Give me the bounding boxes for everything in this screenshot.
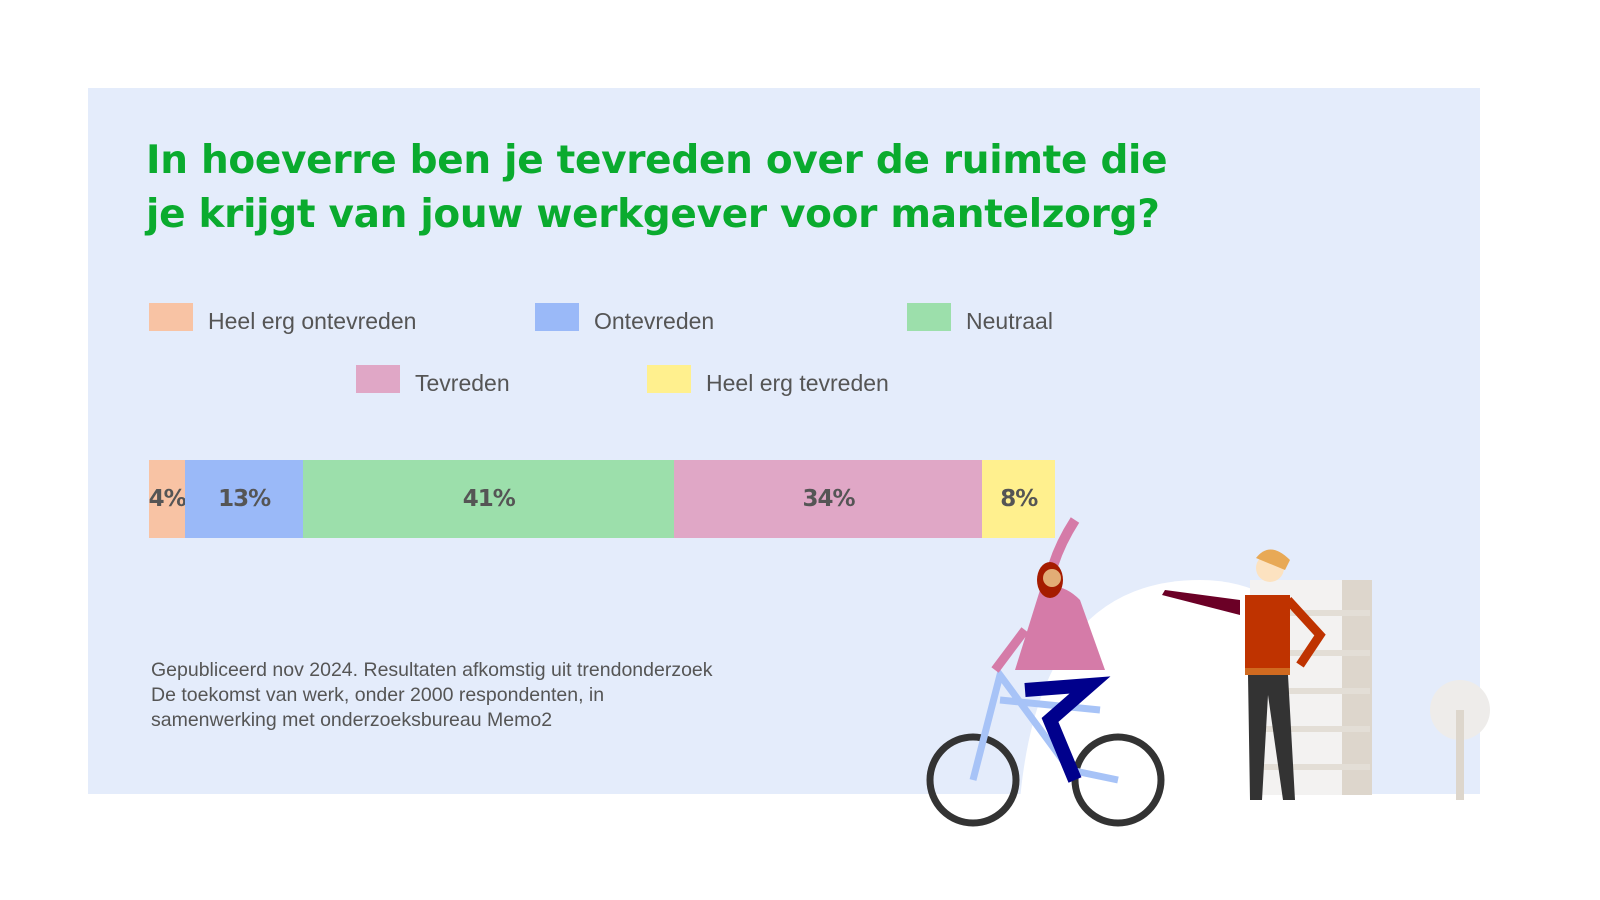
legend-swatch [647,365,691,393]
legend-label: Heel erg tevreden [706,369,889,396]
data-label: 8% [1000,486,1038,512]
data-label: 34% [802,486,855,512]
title-line-1: In hoeverre ben je tevreden over de ruim… [146,138,1168,183]
cyclist-and-man-illustration [900,517,1500,830]
legend-item: Tevreden [356,365,510,397]
legend-item: Neutraal [907,303,1053,335]
bar-segment: 34% [674,460,983,538]
woman-cyclist [926,517,1165,827]
legend-swatch [907,303,951,331]
legend-item: Heel erg ontevreden [149,303,417,335]
legend-label: Ontevreden [594,307,715,334]
bar-segment: 41% [303,460,675,538]
footnote-line: samenwerking met onderzoeksbureau Memo2 [151,709,553,731]
legend-swatch [356,365,400,393]
footnote-line: De toekomst van werk, onder 2000 respond… [151,684,605,706]
title-line-2: je krijgt van jouw werkgever voor mantel… [146,192,1160,237]
legend-label: Neutraal [966,307,1053,334]
legend-item: Ontevreden [535,303,715,335]
legend-label: Heel erg ontevreden [208,307,417,334]
footnote-line: Gepubliceerd nov 2024. Resultaten afkoms… [151,659,713,681]
chart-title: In hoeverre ben je tevreden over de ruim… [146,134,1168,242]
legend-swatch [149,303,193,331]
footnote: Gepubliceerd nov 2024. Resultaten afkoms… [151,658,713,733]
bar-segment: 4% [149,460,186,538]
man-figure [1162,549,1326,800]
data-label: 4% [149,486,186,512]
stacked-bar: 4% 13% 41% 34% 8% [149,460,1055,538]
data-label: 41% [462,486,516,512]
legend-swatch [535,303,579,331]
bar-segment: 8% [982,460,1055,538]
bar-segment: 13% [185,460,303,538]
legend-label: Tevreden [415,369,510,396]
data-label: 13% [218,486,271,512]
legend-item: Heel erg tevreden [647,365,889,397]
tree-icon [1430,680,1490,800]
